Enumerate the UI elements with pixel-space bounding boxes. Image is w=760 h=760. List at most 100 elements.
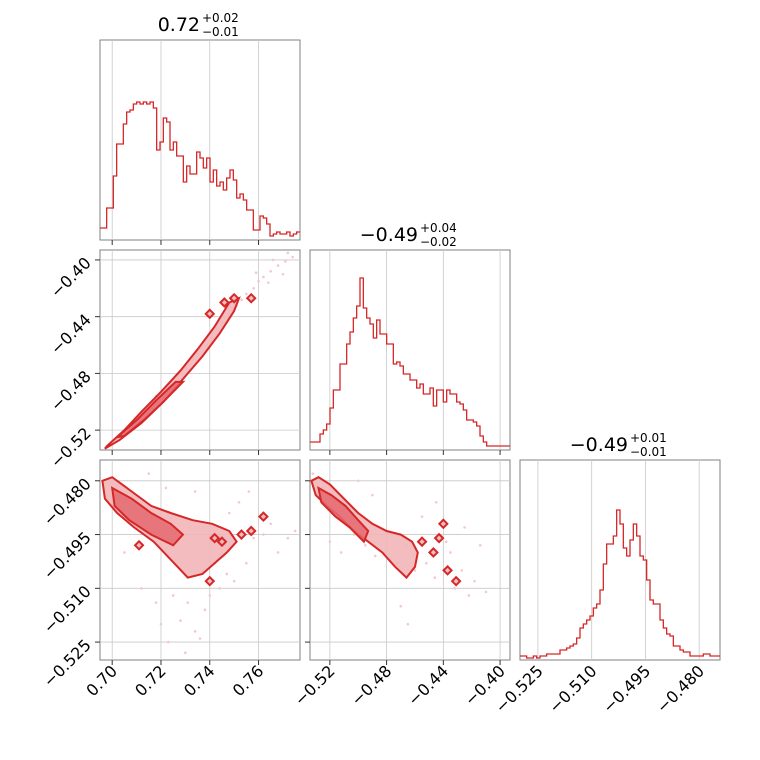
pair-content (100, 250, 300, 450)
x-tick-label: −0.44 (404, 661, 452, 709)
contour-island (209, 532, 221, 544)
contour-island (450, 575, 462, 587)
sample-point (425, 561, 428, 565)
contour-island (133, 539, 145, 551)
sample-point (453, 587, 456, 590)
sample-point (444, 540, 448, 544)
sample-point (123, 551, 126, 554)
pair-content (310, 460, 510, 660)
hist-frame-1 (99, 39, 301, 241)
sample-point (159, 622, 163, 626)
sample-point (225, 572, 229, 576)
x-tick-labels: 0.70 0.72 0.74 0.76 −0.52 −0.48 −0.44 −0.40−0.5… (82, 661, 708, 716)
title-param-1: 0.72 (158, 14, 200, 36)
x-tick-label: −0.480 (653, 661, 708, 716)
hist-ticks-1 (111, 240, 260, 245)
sample-point (449, 551, 452, 554)
sample-point (311, 472, 315, 475)
x-tick-label: 0.72 (131, 661, 170, 700)
sample-point (245, 561, 248, 565)
sample-point (193, 490, 197, 493)
y-tick-label: −0.510 (40, 582, 95, 637)
sample-point (140, 587, 143, 590)
sample-point (245, 292, 248, 296)
y-tick-label: −0.40 (47, 253, 95, 301)
contour-island (442, 564, 454, 576)
hist-frame-2 (309, 249, 511, 451)
sample-point (218, 587, 221, 590)
y-tick-label: −0.52 (47, 424, 95, 472)
sample-point (291, 255, 294, 259)
hist-grid-1 (111, 40, 259, 240)
scatter-frame-2-1 (99, 249, 301, 451)
sample-point (227, 511, 231, 515)
sample-point (252, 286, 255, 290)
title-param-1-minus: −0.01 (202, 25, 239, 39)
sample-point (284, 260, 287, 263)
sample-point (254, 271, 258, 274)
y-tick-labels: −0.52−0.48−0.44−0.40−0.525−0.510−0.495−0… (40, 253, 95, 690)
title-param-2-minus: −0.02 (420, 235, 457, 249)
sample-point (271, 258, 275, 262)
sample-point (356, 479, 360, 483)
sample-point (463, 526, 466, 529)
sample-point (252, 536, 255, 540)
sample-point (266, 281, 270, 284)
sample-point (232, 579, 236, 583)
title-param-3-minus: −0.01 (630, 445, 667, 459)
sample-point (198, 637, 202, 640)
sample-point (208, 594, 212, 597)
histogram-param-1 (100, 101, 300, 237)
sample-point (420, 515, 424, 518)
contour-island (218, 297, 230, 308)
y-tick-label: −0.480 (40, 474, 95, 529)
sample-point (237, 500, 241, 504)
title-param-3: −0.49 (570, 434, 628, 456)
sample-point (352, 533, 356, 536)
sample-point (473, 579, 476, 583)
sample-point (276, 264, 280, 267)
sample-point (166, 640, 170, 644)
sample-point (276, 551, 280, 554)
x-tick-label: 0.76 (229, 661, 268, 700)
sample-point (371, 493, 374, 497)
sample-point (147, 472, 151, 475)
x-tick-label: −0.510 (545, 661, 600, 716)
sample-point (364, 544, 367, 547)
title-param-1-plus: +0.02 (202, 11, 239, 25)
title-param-2: −0.49 (360, 224, 418, 246)
sample-point (184, 651, 187, 655)
hist-frame-3 (519, 459, 721, 661)
sample-point (286, 251, 290, 255)
contour-island (433, 532, 445, 544)
contour-island (437, 518, 449, 530)
sample-point (293, 529, 297, 533)
scatter-panel-param1-param3 (95, 459, 301, 665)
y-tick-label: −0.48 (47, 367, 95, 415)
sample-point (399, 604, 403, 608)
sample-point (460, 569, 464, 572)
pair-content (100, 460, 300, 660)
sample-point (281, 272, 285, 276)
y-tick-label: −0.495 (40, 528, 95, 583)
hist-grid-3 (537, 460, 700, 660)
sample-point (240, 298, 243, 301)
contour-island (258, 511, 269, 523)
sample-point (433, 576, 437, 579)
sample-point (154, 601, 158, 604)
sample-point (413, 569, 417, 572)
sample-point (179, 619, 182, 622)
contour-island (204, 575, 216, 587)
sample-point (269, 269, 273, 273)
contour-island (216, 536, 228, 548)
sample-point (262, 275, 265, 279)
contour-island (228, 292, 240, 304)
x-tick-label: −0.52 (291, 661, 339, 709)
y-tick-label: −0.44 (47, 310, 95, 358)
sample-point (171, 594, 175, 597)
sample-point (203, 608, 207, 612)
sample-point (269, 522, 273, 526)
hist-grid-2 (329, 250, 501, 450)
sample-point (247, 490, 251, 493)
